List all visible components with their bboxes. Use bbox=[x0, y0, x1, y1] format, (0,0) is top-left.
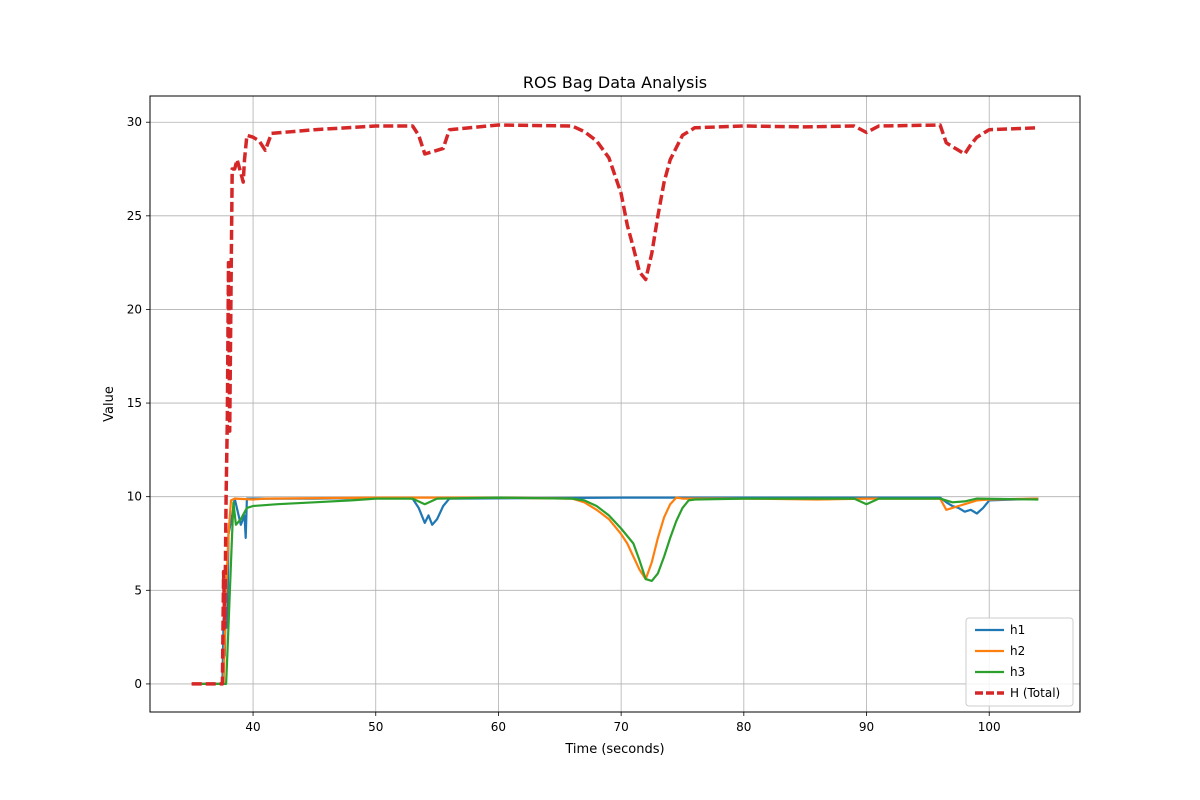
y-tick-label: 0 bbox=[134, 677, 142, 691]
y-tick-label: 30 bbox=[127, 115, 142, 129]
axis-ticks: 40 50 60 70 80 90 100 0 5 10 15 20 25 30 bbox=[127, 115, 1001, 734]
x-tick-label: 60 bbox=[491, 720, 506, 734]
legend-label: H (Total) bbox=[1010, 686, 1060, 700]
y-tick-label: 20 bbox=[127, 302, 142, 316]
series-line-h3 bbox=[191, 496, 1039, 686]
chart-title: ROS Bag Data Analysis bbox=[523, 73, 707, 92]
x-tick-label: 80 bbox=[736, 720, 751, 734]
y-tick-label: 15 bbox=[127, 396, 142, 410]
y-axis-label: Value bbox=[102, 386, 117, 422]
x-tick-label: 70 bbox=[613, 720, 628, 734]
y-tick-label: 5 bbox=[134, 583, 142, 597]
x-axis-label: Time (seconds) bbox=[564, 742, 664, 757]
legend-label: h2 bbox=[1010, 644, 1025, 658]
plot-series bbox=[191, 123, 1039, 686]
axes-frame bbox=[149, 95, 1081, 713]
legend-label: h1 bbox=[1010, 623, 1025, 637]
x-tick-label: 40 bbox=[245, 720, 260, 734]
series-line-h-total bbox=[191, 123, 1039, 686]
x-tick-label: 50 bbox=[368, 720, 383, 734]
y-tick-label: 25 bbox=[127, 209, 142, 223]
x-tick-label: 90 bbox=[859, 720, 874, 734]
y-tick-label: 10 bbox=[127, 490, 142, 504]
legend-box bbox=[965, 617, 1074, 707]
legend: h1 h2 h3 H (Total) bbox=[965, 617, 1074, 707]
x-tick-label: 100 bbox=[978, 720, 1001, 734]
legend-label: h3 bbox=[1010, 665, 1025, 679]
